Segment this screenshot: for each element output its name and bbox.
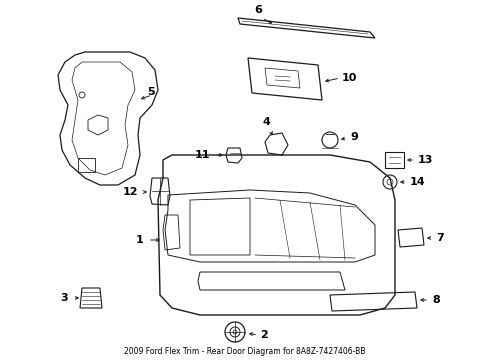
Text: 5: 5	[147, 87, 155, 97]
Text: 13: 13	[417, 155, 432, 165]
Text: 6: 6	[254, 5, 262, 15]
Text: 1: 1	[135, 235, 142, 245]
Text: 3: 3	[60, 293, 68, 303]
Text: 10: 10	[341, 73, 357, 83]
Text: 8: 8	[431, 295, 439, 305]
Text: 11: 11	[194, 150, 209, 160]
Text: 14: 14	[409, 177, 425, 187]
Text: 12: 12	[122, 187, 138, 197]
Text: 2009 Ford Flex Trim - Rear Door Diagram for 8A8Z-7427406-BB: 2009 Ford Flex Trim - Rear Door Diagram …	[123, 347, 365, 356]
Text: 4: 4	[262, 117, 269, 127]
Text: 2: 2	[260, 330, 267, 340]
Text: 9: 9	[349, 132, 357, 142]
Text: 7: 7	[435, 233, 443, 243]
